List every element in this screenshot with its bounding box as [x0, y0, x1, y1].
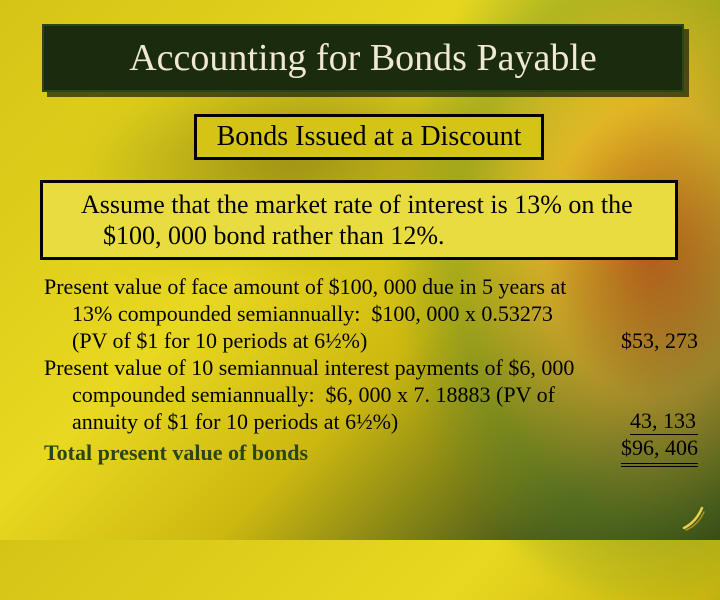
corner-decoration-icon — [682, 502, 708, 532]
calc-total-row: Total present value of bonds $96, 406 — [44, 435, 698, 467]
slide-container: Accounting for Bonds Payable Bonds Issue… — [0, 0, 720, 487]
title-box: Accounting for Bonds Payable — [42, 24, 684, 92]
calculation-block: Present value of face amount of $100, 00… — [44, 274, 698, 467]
slide-subtitle: Bonds Issued at a Discount — [217, 121, 522, 153]
calc-amount: 43, 133 — [578, 408, 698, 436]
assumption-box: Assume that the market rate of interest … — [40, 180, 678, 260]
total-amount: $96, 406 — [578, 435, 698, 467]
slide-title: Accounting for Bonds Payable — [68, 36, 658, 80]
total-amount-value: $96, 406 — [621, 435, 698, 467]
subtitle-box: Bonds Issued at a Discount — [194, 114, 545, 160]
calc-row: Present value of face amount of $100, 00… — [44, 274, 698, 354]
calc-amount-value: 43, 133 — [630, 408, 698, 436]
calc-description: Present value of 10 semiannual interest … — [44, 355, 578, 435]
total-label: Total present value of bonds — [44, 440, 578, 467]
calc-amount: $53, 273 — [578, 328, 698, 355]
assumption-text: Assume that the market rate of interest … — [57, 189, 661, 251]
calc-row: Present value of 10 semiannual interest … — [44, 355, 698, 435]
calc-description: Present value of face amount of $100, 00… — [44, 274, 578, 354]
